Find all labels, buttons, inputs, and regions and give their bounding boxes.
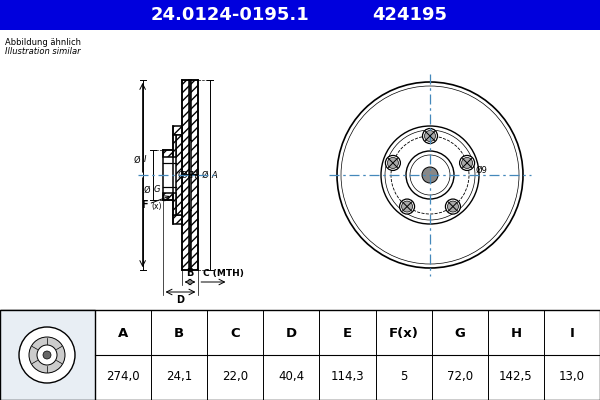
Text: D: D (176, 295, 184, 305)
Circle shape (43, 351, 51, 359)
Polygon shape (163, 150, 173, 157)
Text: F: F (142, 200, 148, 210)
Polygon shape (176, 134, 182, 216)
Polygon shape (188, 210, 191, 270)
Text: 40,4: 40,4 (278, 370, 304, 383)
Text: 24.0124-0195.1: 24.0124-0195.1 (151, 6, 310, 24)
Polygon shape (173, 126, 182, 134)
Polygon shape (182, 175, 188, 270)
Circle shape (461, 158, 473, 168)
Text: 114,3: 114,3 (331, 370, 364, 383)
Text: I: I (143, 156, 146, 164)
Text: H: H (190, 170, 197, 180)
Polygon shape (182, 80, 188, 175)
Circle shape (341, 86, 519, 264)
Text: B: B (187, 268, 194, 278)
Polygon shape (173, 216, 182, 224)
Circle shape (410, 155, 450, 195)
Text: I: I (569, 327, 574, 340)
Text: Ø: Ø (144, 186, 151, 194)
Text: 13,0: 13,0 (559, 370, 585, 383)
Text: D: D (286, 327, 297, 340)
Polygon shape (163, 193, 173, 200)
Circle shape (425, 130, 436, 142)
Text: Ø: Ø (181, 170, 187, 180)
Circle shape (422, 167, 438, 183)
Text: 274,0: 274,0 (106, 370, 140, 383)
Polygon shape (173, 134, 176, 157)
Circle shape (29, 337, 65, 373)
Circle shape (19, 327, 75, 383)
Text: Ø: Ø (202, 170, 208, 180)
Text: A: A (118, 327, 128, 340)
Text: C (MTH): C (MTH) (203, 269, 244, 278)
Text: Abbildung ähnlich: Abbildung ähnlich (5, 38, 81, 47)
Text: E: E (343, 327, 352, 340)
Circle shape (422, 128, 437, 144)
Text: 22,0: 22,0 (222, 370, 248, 383)
Polygon shape (191, 175, 199, 270)
Circle shape (385, 156, 400, 170)
Text: 24,1: 24,1 (166, 370, 192, 383)
Circle shape (385, 130, 475, 220)
Text: Ø9: Ø9 (476, 166, 487, 175)
Polygon shape (188, 80, 191, 140)
Circle shape (381, 126, 479, 224)
Text: A: A (211, 170, 217, 180)
Circle shape (37, 345, 57, 365)
Text: C: C (230, 327, 240, 340)
Text: G: G (454, 327, 465, 340)
Text: Ø: Ø (178, 170, 185, 180)
Circle shape (401, 201, 413, 212)
Circle shape (460, 156, 475, 170)
Text: 5: 5 (400, 370, 407, 383)
Text: F(x): F(x) (389, 327, 419, 340)
Text: Ø: Ø (134, 156, 140, 164)
Bar (0, 310, 95, 400)
Circle shape (400, 199, 415, 214)
Text: 142,5: 142,5 (499, 370, 533, 383)
Circle shape (337, 82, 523, 268)
Text: B: B (174, 327, 184, 340)
Text: (x): (x) (152, 202, 162, 212)
Text: Illustration similar: Illustration similar (5, 47, 80, 56)
Circle shape (445, 199, 460, 214)
Circle shape (388, 158, 398, 168)
Bar (0, 0, 600, 30)
Bar (0, 310, 600, 400)
Text: E: E (188, 170, 193, 180)
Text: G: G (154, 186, 160, 194)
Text: 72,0: 72,0 (446, 370, 473, 383)
Circle shape (406, 151, 454, 199)
Polygon shape (191, 80, 199, 175)
Text: H: H (510, 327, 521, 340)
Text: 424195: 424195 (373, 6, 448, 24)
Circle shape (448, 201, 458, 212)
Polygon shape (173, 193, 176, 216)
